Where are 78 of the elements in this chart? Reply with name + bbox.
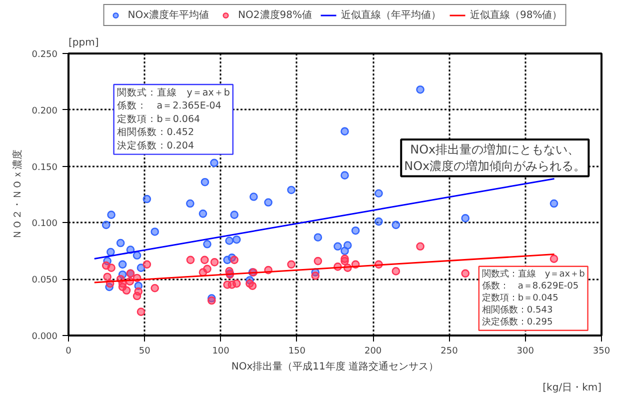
point [311, 272, 320, 280]
y-tick-label: 0.100 [32, 219, 58, 230]
point [225, 236, 234, 245]
point [351, 226, 360, 235]
point [264, 198, 272, 207]
point [416, 85, 424, 94]
point [374, 217, 383, 226]
x-tick-label: 150 [288, 346, 306, 356]
point [374, 189, 383, 198]
point [416, 242, 424, 251]
point [314, 233, 322, 242]
x-tick-label: 0 [66, 346, 72, 356]
point [232, 235, 241, 244]
annotation: 関数式：直線 y＝ax＋b 係数： a＝8.629E-05 定数項：b＝0.045 相関係数：0.543 決定係数：0.295 [482, 268, 586, 328]
point [136, 308, 146, 316]
legend-label: 近似直線（98%値） [470, 8, 562, 22]
point [150, 228, 159, 236]
point [550, 199, 558, 208]
point [340, 171, 349, 180]
y-tick-label: 0.050 [32, 276, 58, 286]
point [107, 210, 116, 219]
y-axis-title: ＮＯ２・ＮＯｘ濃度 [12, 150, 24, 240]
point [250, 192, 258, 201]
point [392, 267, 400, 276]
point [103, 272, 112, 281]
point [340, 127, 349, 136]
point [186, 199, 194, 208]
x-tick-label: 250 [440, 346, 458, 356]
point [392, 220, 400, 230]
point [232, 279, 241, 288]
point [210, 258, 219, 266]
point [150, 284, 159, 292]
text: [kg/日・km] [542, 382, 602, 394]
point [142, 194, 152, 204]
point [334, 242, 342, 251]
point [208, 296, 216, 305]
annotation: 関数式：直線 y＝ax＋b 係数： a＝2.365E-04 定数項：b＝0.064 相関係数：0.452 決定係数：0.204 [116, 86, 230, 152]
point [230, 210, 238, 219]
point [287, 186, 296, 194]
x-axis-title: NOx排出量（平成11年度 道路交通センサス） [231, 360, 439, 372]
y-tick-label: 0.150 [32, 162, 58, 173]
point [461, 214, 470, 222]
x-tick-label: 300 [516, 346, 534, 356]
point [102, 220, 110, 230]
x-tick-label: 200 [364, 346, 382, 356]
legend-label: NO2濃度98%値 [238, 8, 312, 22]
point [248, 282, 257, 290]
legend-label: NOx濃度年平均値 [128, 8, 210, 22]
point [340, 246, 349, 256]
annotation: NOx排出量の増加にともない、 NOx濃度の増加傾向がみられる。 [404, 142, 586, 174]
point [210, 158, 218, 168]
text: [ppm] [68, 38, 99, 48]
y-tick-label: 0.250 [32, 50, 58, 60]
point [106, 248, 115, 256]
point [203, 240, 212, 248]
point [550, 254, 558, 263]
point [136, 264, 146, 272]
y-tick-label: 0.000 [32, 332, 58, 342]
point [134, 287, 143, 296]
y-tick-label: 0.200 [32, 106, 58, 116]
point [116, 238, 125, 248]
legend-label: 近似直線（年平均値） [341, 8, 441, 22]
point [287, 260, 296, 269]
point [461, 269, 470, 278]
point [230, 256, 238, 264]
point [132, 251, 142, 260]
point [314, 256, 322, 266]
point [142, 260, 152, 269]
point [340, 256, 349, 266]
x-tick-label: 50 [138, 346, 151, 356]
point [198, 210, 208, 218]
point [200, 256, 209, 264]
point [186, 256, 195, 264]
point [118, 260, 127, 269]
x-tick-label: 350 [592, 346, 610, 356]
point [200, 178, 210, 186]
x-tick-label: 100 [212, 346, 230, 356]
point [107, 264, 116, 272]
